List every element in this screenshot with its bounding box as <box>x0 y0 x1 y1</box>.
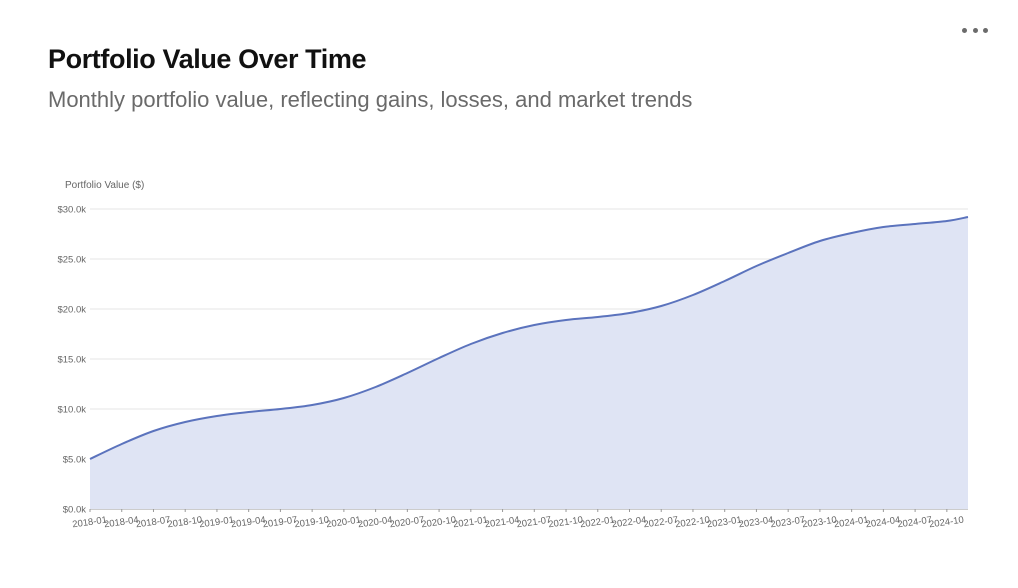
data-point <box>966 215 970 219</box>
chart-subtitle: Monthly portfolio value, reflecting gain… <box>48 87 693 112</box>
menu-dot <box>983 27 988 33</box>
y-tick-label: $30.0k <box>57 205 86 216</box>
x-tick-label: 2024-10 <box>928 515 964 531</box>
data-point <box>532 323 536 327</box>
x-tick-label: 2023-10 <box>802 515 838 531</box>
data-point <box>659 304 663 308</box>
menu-dot <box>972 27 978 33</box>
more-options-icon[interactable] <box>962 24 988 36</box>
chart-title: Portfolio Value Over Time <box>48 44 367 74</box>
data-point <box>183 420 187 424</box>
y-tick-label: $25.0k <box>57 255 86 266</box>
x-tick-label: 2024-07 <box>897 515 933 531</box>
data-point <box>120 442 124 446</box>
data-point <box>342 396 346 400</box>
x-tick-label: 2024-01 <box>833 515 869 531</box>
data-point <box>691 293 695 297</box>
data-point <box>723 279 727 283</box>
data-point <box>754 264 758 268</box>
data-point <box>405 371 409 375</box>
x-tick-label: 2021-07 <box>516 515 552 531</box>
data-point <box>310 403 314 407</box>
y-axis-label: Portfolio Value ($) <box>65 180 144 191</box>
x-tick-label: 2019-10 <box>294 515 330 531</box>
x-tick-label: 2019-01 <box>199 515 235 531</box>
x-tick-label: 2023-07 <box>770 515 806 531</box>
data-point <box>278 407 282 411</box>
data-point <box>215 414 219 418</box>
y-tick-label: $10.0k <box>57 405 86 416</box>
data-point <box>437 356 441 360</box>
data-point <box>151 429 155 433</box>
data-point <box>247 410 251 414</box>
data-point <box>88 457 92 461</box>
x-tick-label: 2020-10 <box>421 515 457 531</box>
x-tick-label: 2021-01 <box>452 515 488 531</box>
y-tick-label: $15.0k <box>57 355 86 366</box>
x-tick-label: 2022-07 <box>643 515 679 531</box>
x-tick-label: 2018-10 <box>167 515 203 531</box>
x-tick-label: 2020-04 <box>357 515 393 531</box>
y-tick-label: $5.0k <box>63 455 86 466</box>
x-tick-label: 2018-04 <box>103 515 139 531</box>
y-tick-label: $20.0k <box>57 305 86 316</box>
x-tick-label: 2023-01 <box>706 515 742 531</box>
data-point <box>627 311 631 315</box>
x-tick-label: 2019-04 <box>230 515 266 531</box>
x-tick-label: 2018-01 <box>72 515 108 531</box>
data-point <box>564 318 568 322</box>
x-tick-label: 2021-10 <box>548 515 584 531</box>
x-tick-label: 2020-01 <box>325 515 361 531</box>
data-point <box>850 231 854 235</box>
data-point <box>786 251 790 255</box>
x-tick-label: 2019-07 <box>262 515 298 531</box>
data-point <box>596 315 600 319</box>
data-point <box>501 331 505 335</box>
x-tick-label: 2018-07 <box>135 515 171 531</box>
x-tick-label: 2020-07 <box>389 515 425 531</box>
x-tick-label: 2024-04 <box>865 515 901 531</box>
data-point <box>881 225 885 229</box>
data-point <box>913 222 917 226</box>
data-point <box>945 219 949 223</box>
x-tick-label: 2023-04 <box>738 515 774 531</box>
data-point <box>374 385 378 389</box>
x-tick-label: 2022-04 <box>611 515 647 531</box>
series-line <box>89 216 969 460</box>
x-tick-label: 2022-01 <box>579 515 615 531</box>
y-tick-label: $0.0k <box>63 505 86 516</box>
menu-dot <box>962 27 967 33</box>
x-tick-label: 2021-04 <box>484 515 520 531</box>
data-point <box>818 239 822 243</box>
x-tick-label: 2022-10 <box>675 515 711 531</box>
area-fill <box>90 217 968 509</box>
data-point <box>469 342 473 346</box>
